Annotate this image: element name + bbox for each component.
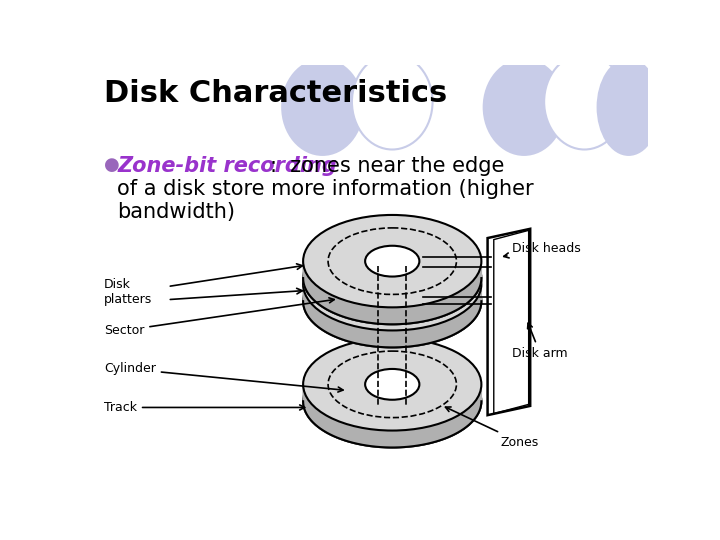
Text: Cylinder: Cylinder [104,362,343,392]
Polygon shape [303,384,482,448]
Polygon shape [487,229,530,415]
Text: Sector: Sector [104,298,334,337]
Ellipse shape [303,255,482,347]
Ellipse shape [365,246,419,276]
Ellipse shape [484,59,564,155]
Text: bandwidth): bandwidth) [117,202,235,222]
Ellipse shape [282,59,363,155]
Text: Zone-bit recording: Zone-bit recording [117,156,337,176]
Ellipse shape [544,54,625,150]
Ellipse shape [598,59,660,155]
Polygon shape [303,284,482,347]
Ellipse shape [303,232,482,325]
Ellipse shape [352,54,433,150]
Text: Track: Track [104,401,305,414]
Text: of a disk store more information (higher: of a disk store more information (higher [117,179,534,199]
Ellipse shape [303,338,482,430]
Polygon shape [303,261,482,325]
Text: Disk heads: Disk heads [504,241,581,258]
Text: Zones: Zones [446,407,539,449]
Text: Disk arm: Disk arm [513,323,568,360]
Ellipse shape [303,238,482,330]
Text: Disk
platters: Disk platters [104,278,152,306]
Text: ●: ● [104,156,120,174]
Ellipse shape [365,369,419,400]
Ellipse shape [303,215,482,307]
Ellipse shape [303,355,482,448]
Text: Disk Characteristics: Disk Characteristics [104,79,447,107]
Text: :  zones near the edge: : zones near the edge [270,156,504,176]
Ellipse shape [365,269,419,300]
